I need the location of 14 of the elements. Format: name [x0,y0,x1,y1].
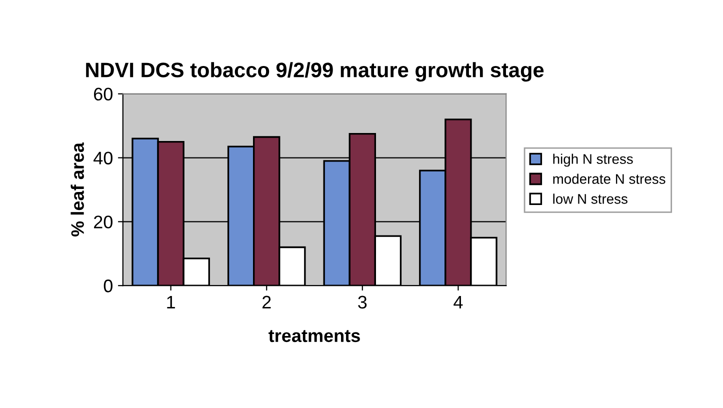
y-tick-label: 20 [94,216,112,228]
y-tick-label: 0 [104,280,112,292]
x-tick-label: 1 [167,296,175,308]
legend-label: high N stress [553,154,633,167]
x-tick-label: 3 [358,296,367,309]
y-axis-title: % leaf area [70,142,84,236]
legend-label: moderate N stress [553,174,666,184]
y-tick-label: 40 [94,152,112,164]
x-tick-label: 2 [262,296,271,308]
x-axis-title: treatments [268,330,360,342]
legend-label: low N stress [553,194,628,204]
chart-title: NDVI DCS tobacco 9/2/99 mature growth stage [86,62,544,82]
x-tick-label: 4 [454,296,463,308]
y-tick-label: 60 [94,88,112,101]
